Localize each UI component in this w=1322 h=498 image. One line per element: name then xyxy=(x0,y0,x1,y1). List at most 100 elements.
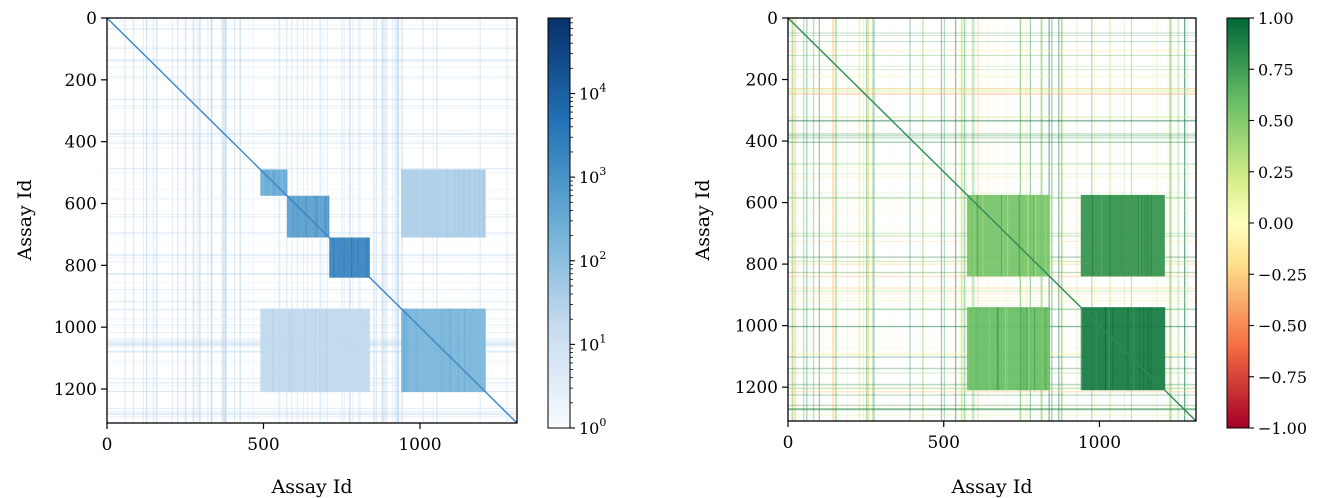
heatmap-block-texture xyxy=(318,195,320,238)
heatmap-block-texture xyxy=(996,307,998,391)
heatmap-block-texture xyxy=(337,237,339,278)
colorbar-tick-label: 104 xyxy=(579,82,606,104)
heatmap-column-streak xyxy=(385,18,387,423)
colorbar-tick-label: 101 xyxy=(579,332,606,354)
heatmap-column-streak xyxy=(1076,18,1078,421)
heatmap-column-streak xyxy=(392,18,393,423)
heatmap-block-texture xyxy=(458,308,460,393)
heatmap-column-streak xyxy=(847,18,849,421)
heatmap-column-streak xyxy=(954,18,957,421)
x-tick-label: 500 xyxy=(247,435,279,455)
heatmap-column-streak xyxy=(873,18,875,421)
heatmap-block-texture xyxy=(327,195,329,238)
heatmap-block-texture xyxy=(1147,194,1149,277)
heatmap-column-streak xyxy=(1065,18,1067,421)
x-tick-label: 1000 xyxy=(398,435,441,455)
heatmap-block-texture xyxy=(402,308,404,393)
heatmap-row-streak xyxy=(107,134,517,136)
heatmap-row-streak xyxy=(788,394,1196,396)
heatmap-row-streak xyxy=(788,173,1196,175)
y-tick-label: 1200 xyxy=(735,378,778,398)
heatmap-column-streak xyxy=(199,18,201,423)
heatmap-column-streak xyxy=(943,18,945,421)
heatmap-column-streak xyxy=(239,18,241,423)
heatmap-column-streak xyxy=(155,18,158,423)
heatmap-column-streak xyxy=(1061,18,1063,421)
heatmap-column-streak xyxy=(862,18,864,421)
heatmap-row-streak xyxy=(107,139,517,141)
heatmap-block-texture xyxy=(279,169,281,196)
heatmap-block-texture xyxy=(306,195,308,238)
heatmap-row-streak xyxy=(107,254,517,256)
heatmap-block-texture xyxy=(440,308,442,393)
heatmap-block-texture xyxy=(976,307,978,391)
heatmap-row-streak xyxy=(107,130,517,131)
colorbar-ticks: 1.00 0.75 0.50 0.25 0.00 −0.25 −0.50 −0.75 −1.00 xyxy=(1249,9,1307,438)
heatmap-row-streak xyxy=(107,47,517,49)
heatmap-row-streak xyxy=(107,260,517,262)
heatmap-row-streak xyxy=(107,136,517,138)
heatmap-row-streak xyxy=(107,86,517,88)
diagonal-line xyxy=(106,17,518,424)
heatmap-block-texture xyxy=(328,195,330,238)
plot-frame xyxy=(106,17,518,424)
heatmap-row-streak xyxy=(107,242,517,244)
heatmap-block-texture xyxy=(260,169,262,196)
heatmap-block-texture xyxy=(1152,194,1154,277)
heatmap-block-texture xyxy=(1133,307,1135,391)
heatmap-column-streak xyxy=(343,18,345,423)
heatmap-column-streak xyxy=(822,18,823,421)
x-tick-label: 1000 xyxy=(1078,433,1121,453)
heatmap-block-texture xyxy=(476,169,478,238)
heatmap-block-texture xyxy=(292,195,294,238)
y-tick-label: 600 xyxy=(65,194,97,214)
heatmap-column-streak xyxy=(966,18,967,421)
heatmap-row-streak xyxy=(107,171,517,174)
heatmap-row-streak xyxy=(788,133,1196,135)
heatmap-block-texture xyxy=(462,169,464,238)
colorbar-ticks: 100 101 102 103 104 xyxy=(570,17,606,438)
heatmap-column-streak xyxy=(252,18,254,423)
heatmap-block-texture xyxy=(989,307,990,391)
heatmap-block-texture xyxy=(976,194,978,277)
heatmap-row-streak xyxy=(788,287,1196,289)
heatmap-block-texture xyxy=(1137,194,1139,277)
heatmap-block-texture xyxy=(444,308,446,393)
heatmap-block-texture xyxy=(404,308,406,393)
plot-frame xyxy=(787,17,1197,422)
colorbar xyxy=(547,17,571,429)
heatmap-block-texture xyxy=(1095,307,1097,391)
heatmap-block-texture xyxy=(462,308,464,393)
heatmap-column-streak xyxy=(833,18,835,421)
heatmap-column-streak xyxy=(132,18,135,423)
heatmap-block-texture xyxy=(295,195,297,238)
heatmap-block-texture xyxy=(481,169,482,238)
heatmap-block-texture xyxy=(968,307,970,391)
heatmap-block-texture xyxy=(324,195,326,238)
heatmap-column-streak xyxy=(185,18,187,423)
heatmap-block-texture xyxy=(1150,307,1152,391)
heatmap-block-texture xyxy=(1125,307,1127,391)
heatmap-block-texture xyxy=(982,194,984,277)
heatmap-panel-counts: 0 500 1000 0 200 400 600 800 1000 1200 Assay Id A… xyxy=(14,9,606,498)
y-tick-label: 0 xyxy=(86,9,97,29)
heatmap-column-streak xyxy=(1169,18,1172,421)
heatmap-block-texture xyxy=(326,308,328,393)
heatmap-column-streak xyxy=(959,18,962,421)
heatmap-row-streak xyxy=(107,147,517,149)
heatmap-column-streak xyxy=(142,18,144,423)
heatmap-column-streak xyxy=(341,18,343,423)
heatmap-block-texture xyxy=(1092,194,1093,277)
heatmap-block-texture xyxy=(1081,307,1083,391)
heatmap-block-texture xyxy=(305,195,307,238)
heatmap-block xyxy=(967,307,1050,391)
heatmap-block-texture xyxy=(1101,194,1103,277)
heatmap-block-texture xyxy=(1127,307,1129,391)
heatmap-column-streak xyxy=(207,18,209,423)
heatmap-column-streak xyxy=(146,18,148,423)
heatmap-block-texture xyxy=(421,169,423,238)
heatmap-column-streak xyxy=(1059,18,1061,421)
heatmap-block-texture xyxy=(1035,194,1037,277)
heatmap-row-streak xyxy=(107,293,517,294)
